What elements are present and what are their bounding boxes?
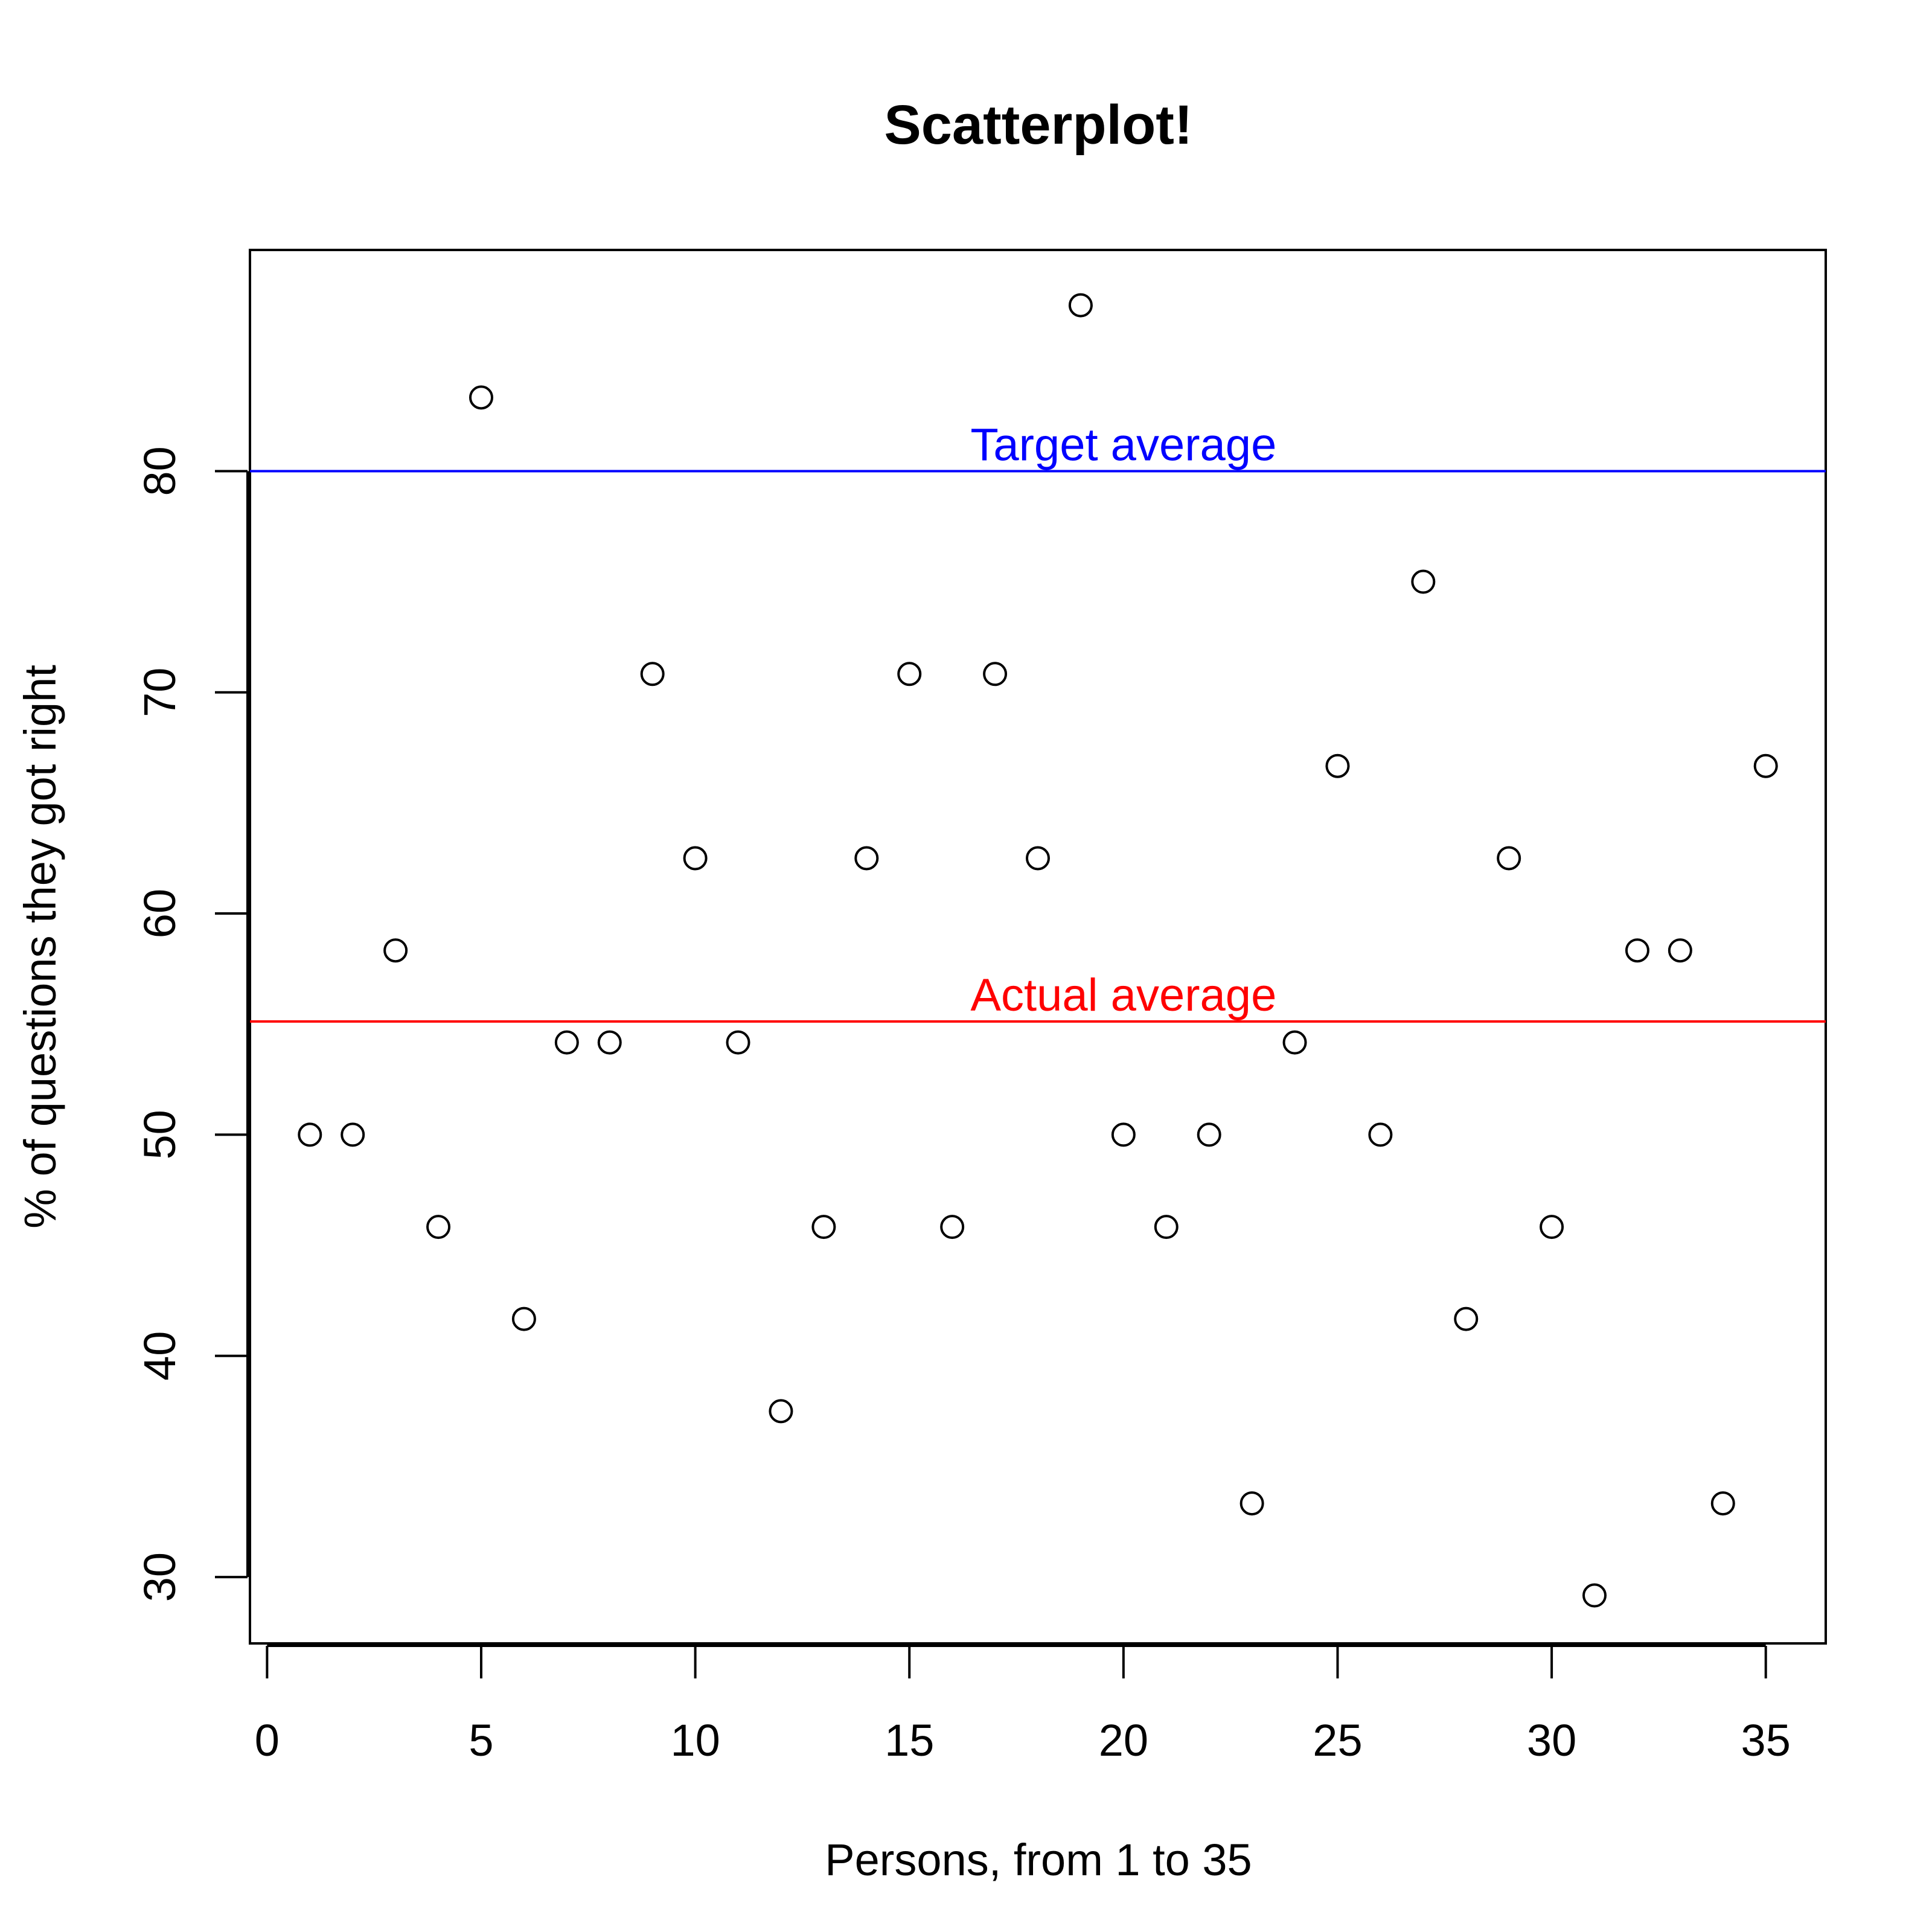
data-point (469, 385, 493, 410)
x-axis-label: Persons, from 1 to 35 (825, 1835, 1252, 1885)
data-point (1497, 846, 1521, 871)
reference-line-label-0: Target average (970, 419, 1276, 470)
data-point (769, 1399, 793, 1424)
data-point (1411, 569, 1436, 594)
x-tick-label: 30 (1527, 1715, 1576, 1765)
reference-lines: Target average Actual average (250, 419, 1826, 1023)
data-point (511, 1307, 536, 1331)
data-point (1454, 1307, 1479, 1331)
x-tick-label: 15 (884, 1715, 934, 1765)
data-point (1068, 293, 1093, 318)
y-tick-label: 60 (135, 889, 185, 938)
data-point (811, 1215, 836, 1239)
data-point (1197, 1122, 1221, 1147)
data-point (298, 1122, 322, 1147)
data-point (1154, 1215, 1179, 1239)
x-tick-label: 10 (670, 1715, 720, 1765)
data-point (940, 1215, 965, 1239)
plot-frame (249, 249, 1827, 1645)
data-point (1540, 1215, 1564, 1239)
y-axis: 30 40 50 60 70 80 (135, 446, 249, 1602)
data-point (341, 1122, 365, 1147)
data-point (640, 662, 665, 686)
y-tick-label: 50 (135, 1110, 185, 1159)
y-tick-label: 70 (135, 668, 185, 717)
data-point (597, 1030, 622, 1055)
data-points (298, 293, 1778, 1608)
y-tick-label: 80 (135, 446, 185, 496)
data-point (1668, 938, 1692, 963)
y-tick-label: 30 (135, 1552, 185, 1602)
y-axis-label: % of questions they got right (15, 665, 65, 1229)
data-point (854, 846, 879, 871)
x-tick-label: 20 (1099, 1715, 1148, 1765)
reference-line-label-1: Actual average (970, 970, 1276, 1021)
data-point (726, 1030, 750, 1055)
x-tick-label: 0 (255, 1715, 280, 1765)
x-tick-label: 25 (1313, 1715, 1362, 1765)
data-point (1282, 1030, 1307, 1055)
data-point (983, 662, 1008, 686)
chart-title: Scatterplot! (884, 94, 1192, 156)
data-point (683, 846, 708, 871)
data-point (1710, 1491, 1735, 1516)
data-point (1753, 753, 1778, 778)
data-point (1368, 1122, 1393, 1147)
data-point (1325, 753, 1350, 778)
data-point (383, 938, 408, 963)
x-tick-label: 35 (1741, 1715, 1791, 1765)
x-tick-label: 5 (469, 1715, 493, 1765)
x-axis: 0 5 10 15 20 25 30 35 (255, 1645, 1791, 1765)
data-point (897, 662, 922, 686)
data-point (1026, 846, 1050, 871)
data-point (1582, 1583, 1607, 1608)
data-point (1625, 938, 1649, 963)
data-point (1239, 1491, 1264, 1516)
y-tick-label: 40 (135, 1331, 185, 1381)
data-point (554, 1030, 579, 1055)
data-point (1111, 1122, 1136, 1147)
data-point (426, 1215, 451, 1239)
